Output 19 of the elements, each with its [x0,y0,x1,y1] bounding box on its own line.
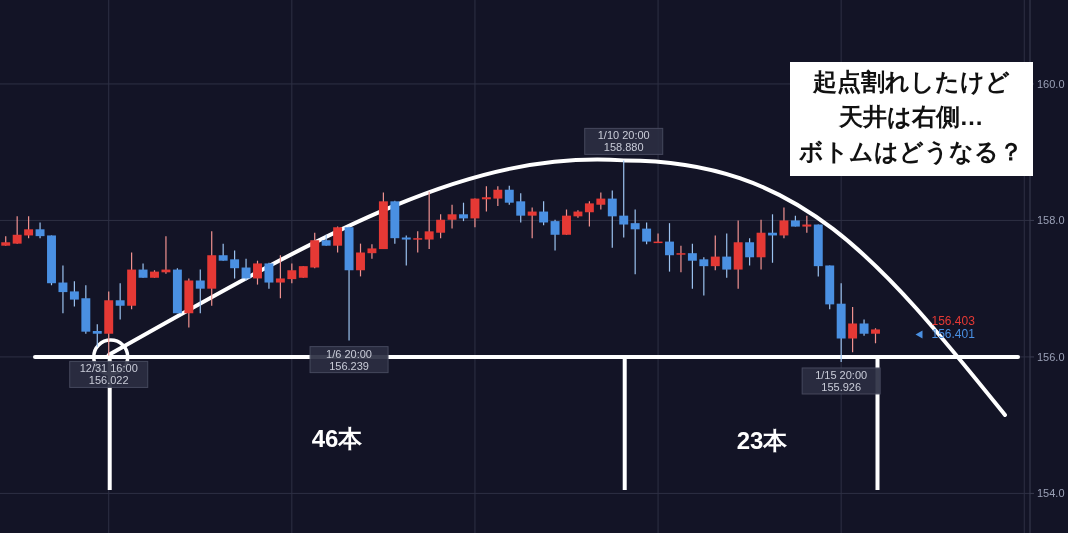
callout: 起点割れしたけど 天井は右側… ボトムはどうなる？ [790,62,1033,176]
price-label: 1/10 20:00 158.880 [584,127,664,155]
annotation: 天井は右側… [837,103,984,130]
annotation: 1/15 20:00 155.926 [815,368,868,393]
price-label: 1/6 20:00 156.239 [309,346,389,374]
annotation: 23本 [736,427,789,454]
annotation: 12/31 16:00 156.022 [79,362,138,387]
y-tick-label: 158.0 [1037,214,1065,227]
annotation: 156.403 [931,314,976,329]
price-label: 1/15 20:00 155.926 [801,367,881,395]
y-tick-label: 156.0 [1037,350,1065,363]
annotation: ボトムはどうなる？ [798,138,1023,166]
annotation: 起点割れしたけど [811,68,1010,95]
y-tick-label: 154.0 [1037,487,1065,500]
annotation: 1/6 20:00 156.239 [326,347,372,372]
annotation: 1/10 20:00 158.880 [597,129,650,154]
price-label: 12/31 16:00 156.022 [69,360,149,388]
y-tick-label: 160.0 [1037,77,1065,90]
annotation: 46本 [311,425,364,452]
